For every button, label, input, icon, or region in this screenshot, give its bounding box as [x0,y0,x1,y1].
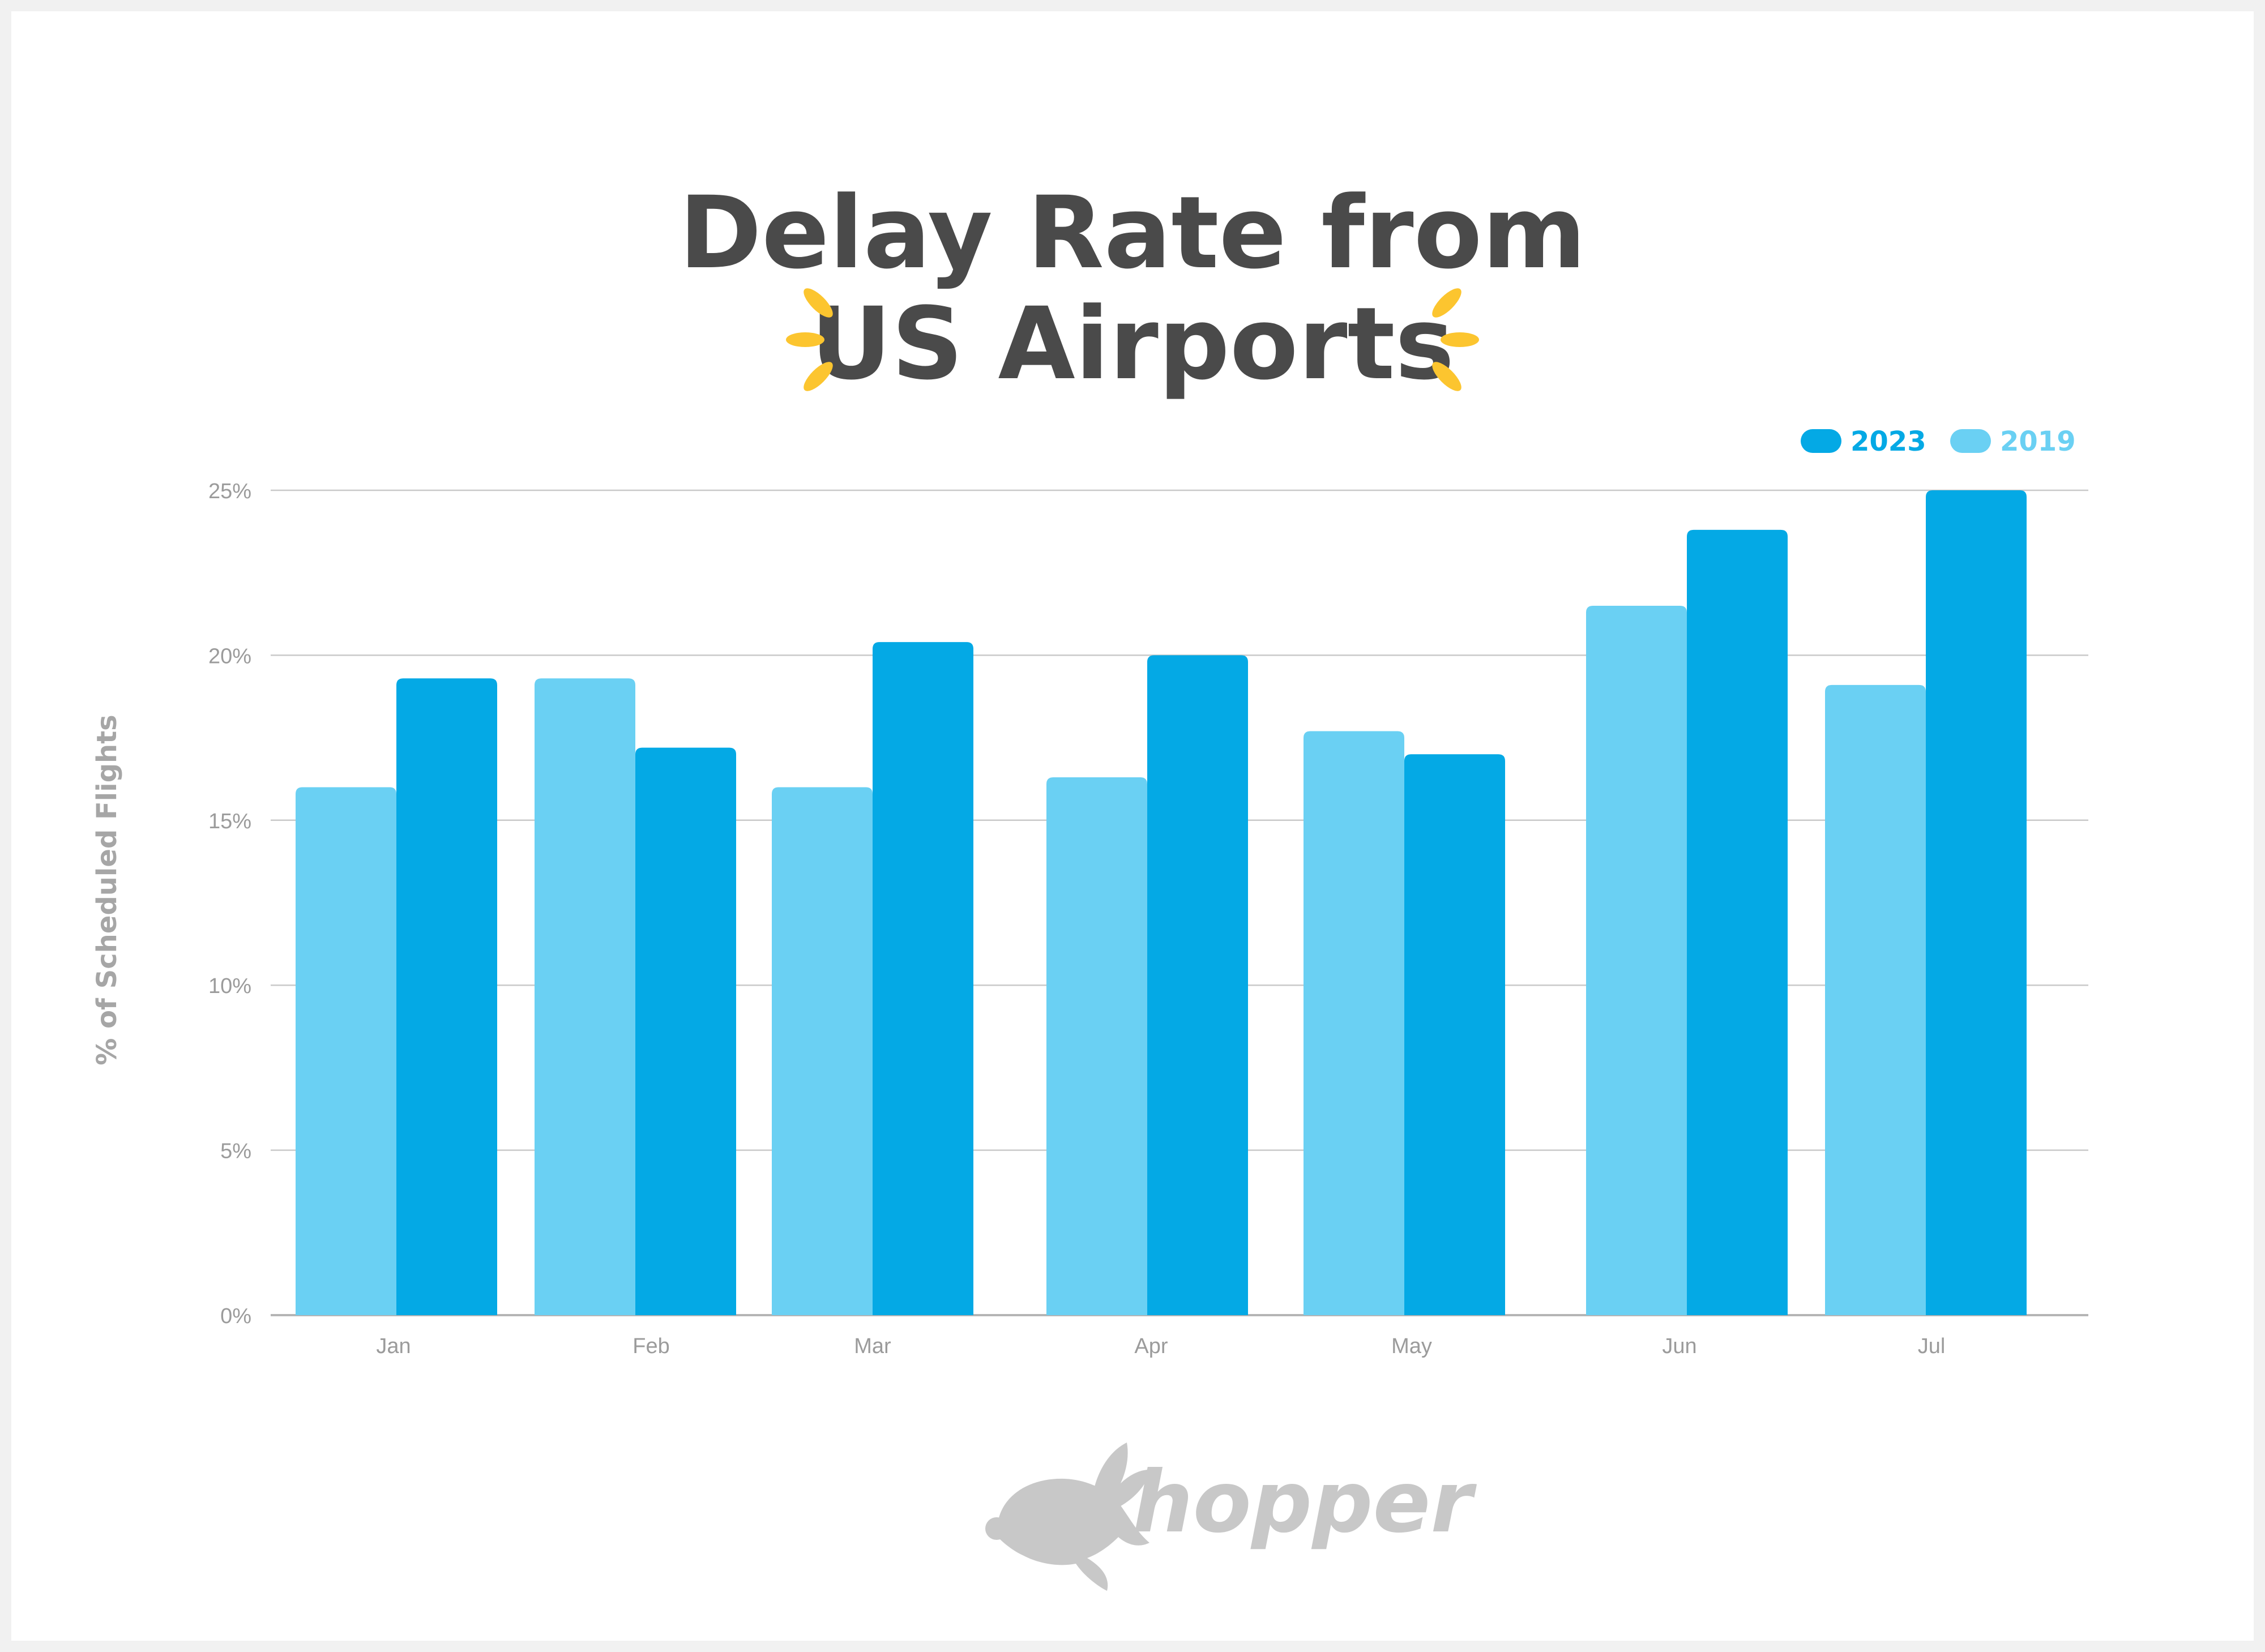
x-tick-label-jul: Jul [1918,1334,1946,1358]
bar-2023-may [1404,754,1505,1315]
bunny-icon [985,1443,1151,1591]
legend-swatch-2023 [1801,429,1841,453]
y-axis-ticks: 0% 5% 10% 15% 20% 25% [208,480,251,1328]
bar-2023-apr [1147,655,1248,1315]
bar-2023-feb [635,747,736,1315]
bar-2023-jan [396,678,497,1315]
chart-title-line-1: Delay Rate from [679,175,1586,291]
y-tick-label: 0% [220,1304,251,1328]
bar-2019-jan [296,787,396,1315]
bar-2019-mar [772,787,873,1315]
sparkle-right-icon [1432,288,1479,391]
chart-legend: 2023 2019 [1801,426,2076,457]
x-tick-label-may: May [1391,1334,1432,1358]
bar-2019-may [1304,731,1404,1315]
legend-swatch-2019 [1950,429,1991,453]
y-tick-label: 20% [208,644,251,668]
legend-label-2023: 2023 [1851,426,1926,457]
bars [296,490,2027,1315]
chart-title-line-2: US Airports [811,286,1455,402]
bar-2019-apr [1046,777,1147,1315]
x-axis-ticks: Jan Feb Mar Apr May Jun Jul [376,1334,1945,1358]
bar-2023-jun [1687,529,1788,1315]
y-tick-label: 10% [208,974,251,998]
bar-2023-jul [1926,490,2027,1315]
bar-2019-jun [1586,605,1687,1315]
y-tick-label: 25% [208,480,251,503]
x-tick-label-jan: Jan [376,1334,411,1358]
x-tick-label-jun: Jun [1662,1334,1696,1358]
legend-label-2019: 2019 [2000,426,2076,457]
y-axis-title: % of Scheduled Flights [91,714,123,1065]
x-tick-label-feb: Feb [633,1334,669,1358]
bar-2019-jul [1825,684,1926,1315]
bar-2019-feb [535,678,635,1315]
logo-wordmark: hopper [1132,1453,1477,1552]
sparkle-left-icon [786,288,833,391]
x-tick-label-mar: Mar [854,1334,891,1358]
hopper-logo: hopper [985,1443,1477,1591]
bar-2023-mar [873,642,973,1315]
y-tick-label: 15% [208,810,251,833]
y-tick-label: 5% [220,1140,251,1163]
x-tick-label-apr: Apr [1134,1334,1168,1358]
